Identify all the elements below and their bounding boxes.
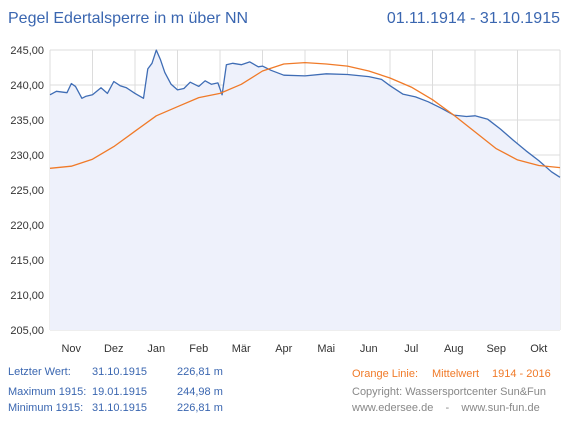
last-value-label: Letzter Wert: (8, 366, 71, 378)
x-tick-label: Jun (360, 343, 378, 355)
min-label: Minimum 1915: (8, 402, 84, 414)
y-tick-label: 215,00 (10, 255, 44, 267)
max-date: 19.01.1915 (92, 386, 148, 398)
x-tick-label: Jan (147, 343, 165, 355)
last-value-value: 226,81 m (177, 366, 223, 378)
y-tick-label: 235,00 (10, 115, 44, 127)
x-tick-label: Okt (530, 343, 547, 355)
y-axis-ticks: 205,00 210,00 215,00 220,00 225,00 230,00 235,… (10, 45, 44, 337)
x-tick-label: Mär (232, 343, 251, 355)
x-tick-label: Feb (189, 343, 208, 355)
websites: www.edersee.de - www.sun-fun.de (352, 402, 540, 414)
max-label: Maximum 1915: (8, 386, 87, 398)
x-tick-label: Dez (104, 343, 124, 355)
date-range: 01.11.1914 - 31.10.1915 (386, 10, 560, 27)
copyright: Copyright: Wassersportcenter Sun&Fun (352, 386, 547, 398)
min-value: 226,81 m (177, 402, 223, 414)
y-tick-label: 225,00 (10, 185, 44, 197)
min-date: 31.10.1915 (92, 402, 148, 414)
x-tick-label: Apr (275, 343, 292, 355)
x-tick-label: Mai (317, 343, 335, 355)
line-layer (49, 49, 561, 178)
y-tick-label: 205,00 (10, 325, 44, 337)
orange-line-years: 1914 - 2016 (492, 368, 551, 380)
orange-line-label: Orange Linie: (352, 368, 419, 380)
x-tick-label: Aug (444, 343, 464, 355)
max-value: 244,98 m (177, 386, 223, 398)
y-tick-label: 240,00 (10, 80, 44, 92)
x-tick-label: Sep (486, 343, 506, 355)
y-tick-label: 220,00 (10, 220, 44, 232)
series-area-0 (50, 50, 560, 330)
mean-line (49, 61, 561, 169)
x-axis-ticks: Nov Dez Jan Feb Mär Apr Mai Jun Jul Aug Sep Okt (61, 343, 547, 355)
chart-title: Pegel Edertalsperre in m über NN (8, 10, 249, 27)
x-tick-label: Jul (404, 343, 418, 355)
y-tick-label: 210,00 (10, 290, 44, 302)
last-value-date: 31.10.1915 (92, 366, 148, 378)
x-tick-label: Nov (61, 343, 81, 355)
y-tick-label: 230,00 (10, 150, 44, 162)
y-tick-label: 245,00 (10, 45, 44, 57)
area-layer (50, 50, 560, 330)
orange-line-desc: Mittelwert (432, 368, 480, 380)
